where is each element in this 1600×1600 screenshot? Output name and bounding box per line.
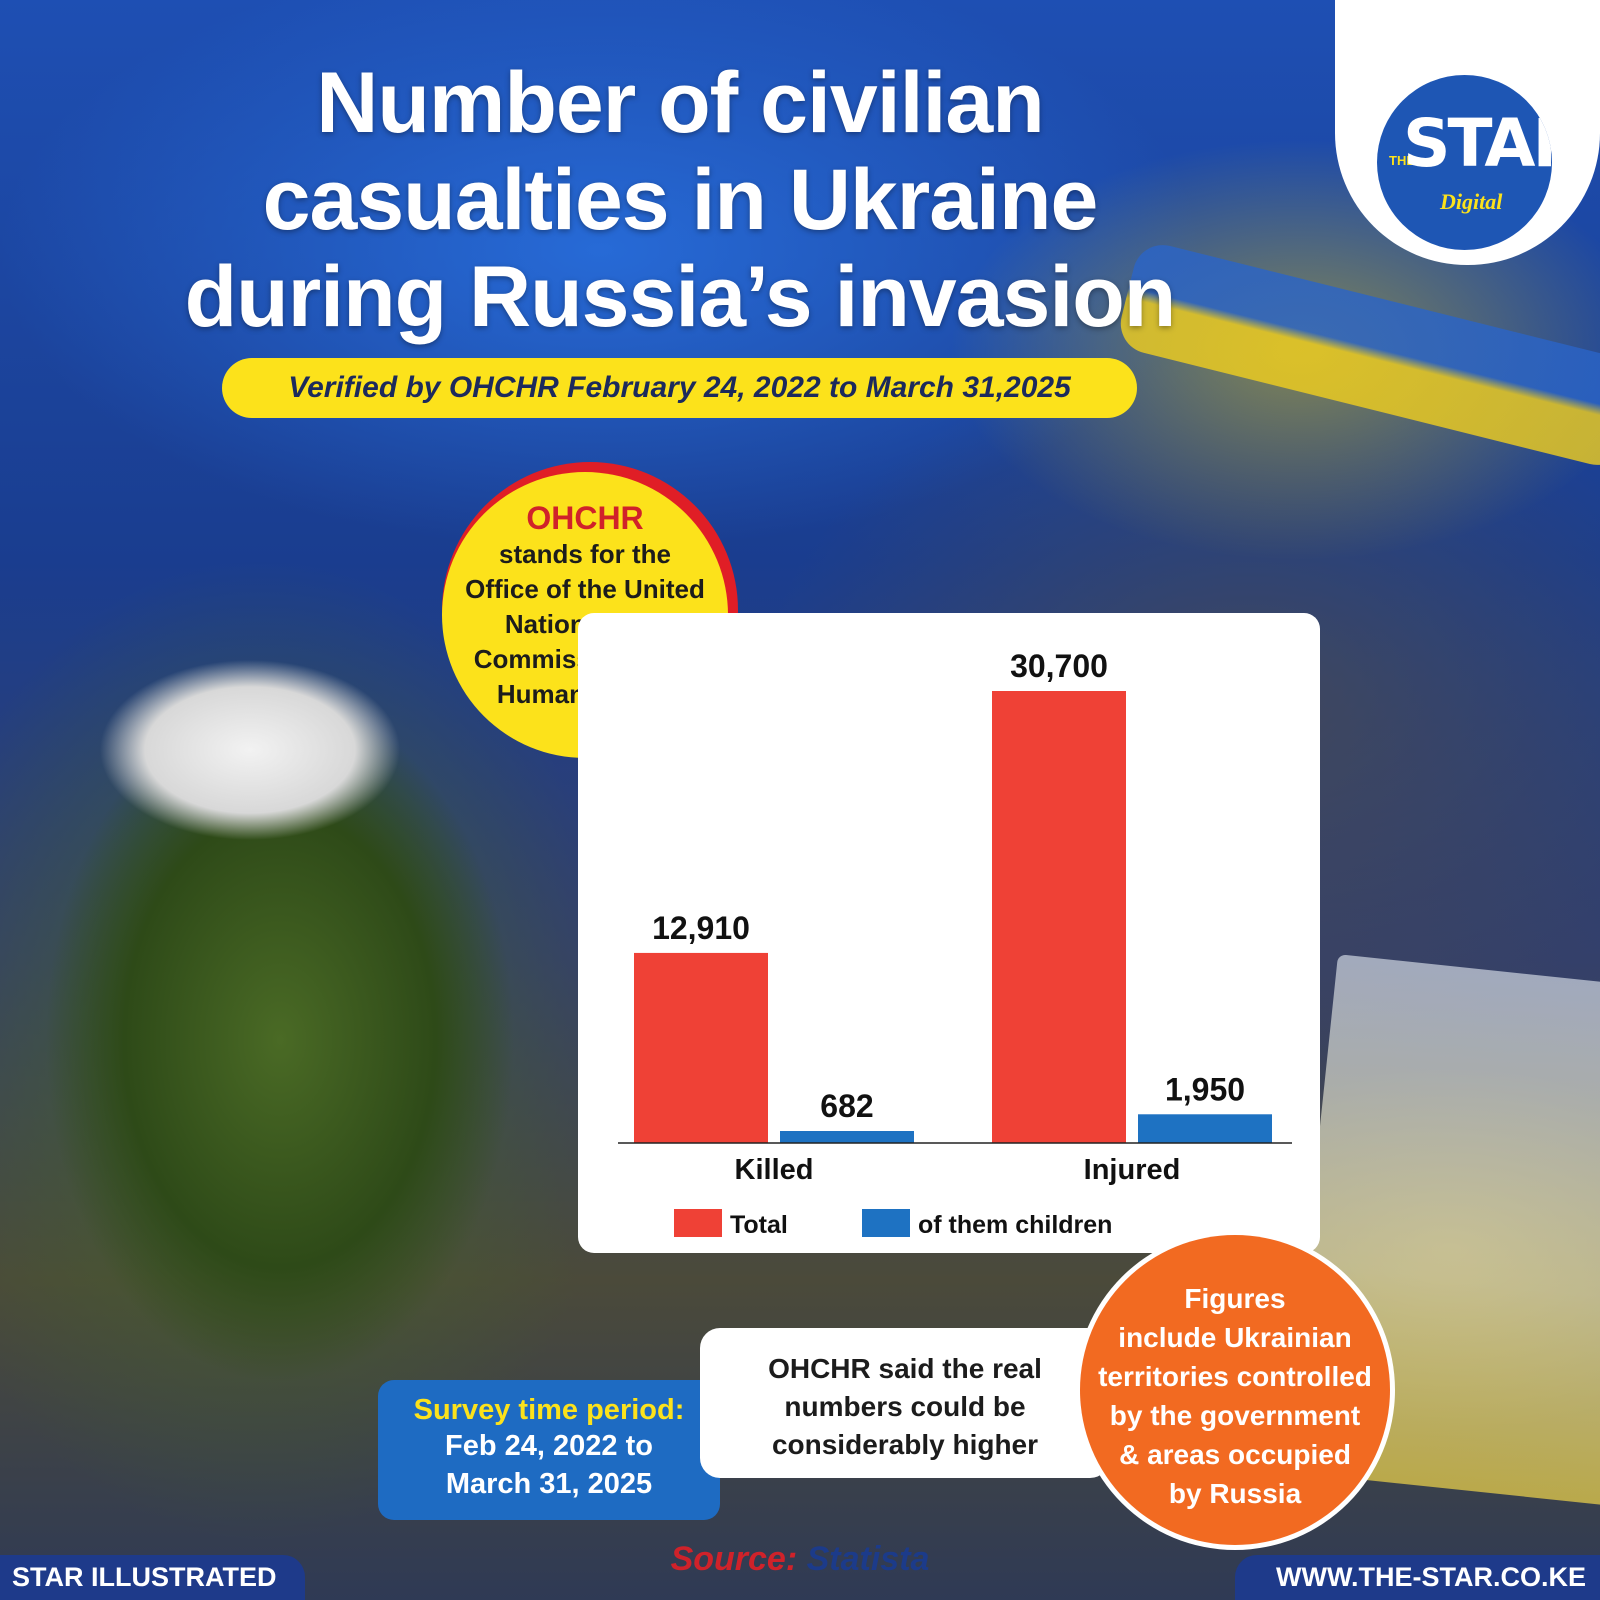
ohchr-line: Office of the United xyxy=(465,574,705,604)
data-label: 682 xyxy=(820,1088,873,1124)
source-name: Statista xyxy=(806,1540,930,1578)
figures-line: Figures xyxy=(1184,1283,1286,1314)
figures-line: by Russia xyxy=(1168,1478,1302,1509)
legend-swatch xyxy=(862,1209,910,1237)
note-line: numbers could be xyxy=(784,1391,1026,1422)
footer-website-link[interactable]: WWW.THE-STAR.CO.KE xyxy=(1235,1555,1600,1600)
note-line: OHCHR said the real xyxy=(768,1353,1042,1384)
survey-period-box: Survey time period: Feb 24, 2022 to Marc… xyxy=(378,1380,720,1520)
note-line: considerably higher xyxy=(771,1429,1039,1460)
footer-star-illustrated: STAR ILLUSTRATED xyxy=(0,1555,305,1600)
figures-line: & areas occupied xyxy=(1119,1439,1351,1470)
legend-label: of them children xyxy=(918,1211,1112,1239)
survey-date-line: Feb 24, 2022 to xyxy=(445,1430,653,1462)
title-line: during Russia’s invasion xyxy=(184,249,1177,345)
bandage-image xyxy=(100,640,400,860)
logo-star-text: STAR xyxy=(1403,105,1552,182)
category-label-killed: Killed xyxy=(735,1154,814,1186)
title-line: Number of civilian xyxy=(316,55,1045,151)
ohchr-line: stands for the xyxy=(499,539,671,569)
logo-circle: THE STAR Digital xyxy=(1377,75,1552,250)
chart-card: 12,910 682 Killed 30,700 1,950 Injured Total of… xyxy=(578,613,1320,1253)
figures-scope-callout: Figures include Ukrainian territories co… xyxy=(1080,1235,1390,1545)
legend-swatch xyxy=(674,1209,722,1237)
bar-killed-total xyxy=(634,952,768,1143)
figures-line: territories controlled xyxy=(1098,1361,1372,1392)
star-digital-logo: THE STAR Digital xyxy=(1335,0,1600,265)
logo-the-text: THE xyxy=(1389,153,1415,168)
higher-numbers-note: OHCHR said the real numbers could be con… xyxy=(700,1328,1110,1478)
legend-label: Total xyxy=(730,1211,788,1239)
subtitle-pill: Verified by OHCHR February 24, 2022 to M… xyxy=(222,358,1137,418)
page-title: Number of civilian casualties in Ukraine… xyxy=(0,55,1360,346)
title-line: casualties in Ukraine xyxy=(262,152,1099,248)
survey-label: Survey time period: xyxy=(413,1394,685,1426)
data-label: 12,910 xyxy=(652,910,750,946)
source-credit: Source: Statista xyxy=(0,1540,1600,1579)
bar-injured-total xyxy=(992,691,1126,1143)
survey-date-line: March 31, 2025 xyxy=(445,1468,653,1500)
ohchr-abbreviation: OHCHR xyxy=(526,500,644,536)
logo-digital-text: Digital xyxy=(1440,189,1503,214)
bar-killed-children xyxy=(780,1131,914,1143)
bar-injured-children xyxy=(1138,1114,1272,1143)
data-label: 1,950 xyxy=(1165,1071,1245,1107)
category-label-injured: Injured xyxy=(1084,1154,1181,1186)
source-label: Source: xyxy=(670,1540,798,1578)
figures-line: include Ukrainian xyxy=(1118,1322,1352,1353)
figures-line: by the government xyxy=(1109,1400,1361,1431)
data-label: 30,700 xyxy=(1010,648,1108,684)
